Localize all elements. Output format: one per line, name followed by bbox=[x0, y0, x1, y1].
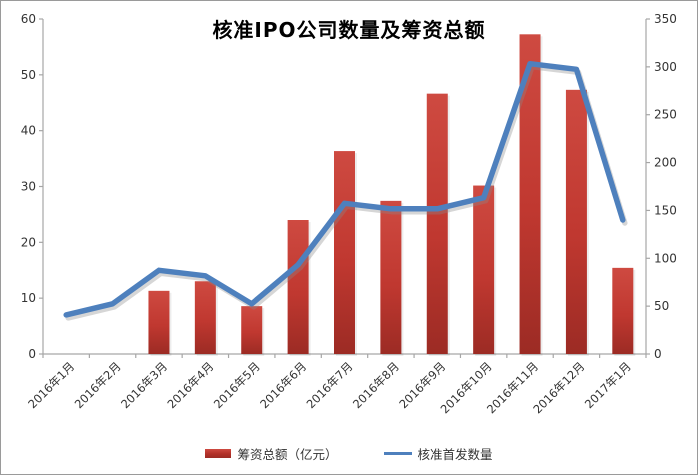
fundraising-bar bbox=[334, 151, 355, 354]
right-axis-tick-label: 350 bbox=[654, 12, 677, 26]
fundraising-bar bbox=[148, 290, 170, 354]
legend-item-fundraising: 筹资总额（亿元） bbox=[205, 444, 338, 463]
fundraising-bar bbox=[194, 281, 216, 354]
right-axis-tick-label: 250 bbox=[654, 108, 677, 122]
left-axis-tick-label: 60 bbox=[21, 12, 36, 26]
legend-item-approvals: 核准首发数量 bbox=[383, 444, 493, 463]
left-axis-tick-label: 50 bbox=[21, 68, 36, 82]
line-swatch-icon bbox=[383, 452, 412, 455]
left-axis-tick-label: 30 bbox=[21, 180, 36, 194]
bar-swatch-icon bbox=[205, 449, 232, 458]
x-axis-label: 2016年1月 bbox=[25, 359, 77, 411]
x-axis-label: 2016年3月 bbox=[118, 359, 170, 411]
chart-title: 核准IPO公司数量及筹资总额 bbox=[212, 18, 486, 42]
left-axis-tick-label: 10 bbox=[21, 291, 36, 305]
x-axis-label: 2016年5月 bbox=[211, 359, 263, 411]
right-axis-tick-label: 200 bbox=[654, 156, 677, 170]
chart-legend: 筹资总额（亿元） 核准首发数量 bbox=[1, 444, 697, 463]
x-axis-label: 2016年8月 bbox=[350, 359, 402, 411]
x-axis-label: 2016年2月 bbox=[72, 359, 124, 411]
right-axis-tick-label: 300 bbox=[654, 60, 677, 74]
x-axis-label: 2017年1月 bbox=[582, 359, 634, 411]
left-axis-tick-label: 0 bbox=[28, 347, 36, 361]
x-axis-label: 2016年6月 bbox=[257, 359, 309, 411]
legend-approvals-label: 核准首发数量 bbox=[417, 447, 493, 462]
fundraising-bar bbox=[565, 89, 587, 354]
approval-line bbox=[63, 60, 626, 318]
fundraising-bar bbox=[380, 200, 402, 354]
fundraising-bar bbox=[612, 267, 634, 354]
fundraising-bar bbox=[473, 185, 495, 354]
right-axis-tick-label: 100 bbox=[654, 251, 677, 265]
right-axis-tick-label: 0 bbox=[654, 347, 662, 361]
fundraising-bar bbox=[426, 93, 448, 355]
right-axis-tick-label: 150 bbox=[654, 203, 677, 217]
fundraising-bar bbox=[241, 306, 263, 354]
left-axis-tick-label: 20 bbox=[21, 235, 36, 249]
fundraising-bar bbox=[287, 220, 309, 354]
left-axis-tick-label: 40 bbox=[21, 124, 36, 138]
fundraising-bar bbox=[519, 34, 541, 355]
right-axis-tick-label: 50 bbox=[654, 299, 669, 313]
x-axis-label: 2016年7月 bbox=[304, 359, 356, 411]
legend-fundraising-label: 筹资总额（亿元） bbox=[237, 447, 338, 462]
x-axis-label: 2016年4月 bbox=[164, 359, 216, 411]
